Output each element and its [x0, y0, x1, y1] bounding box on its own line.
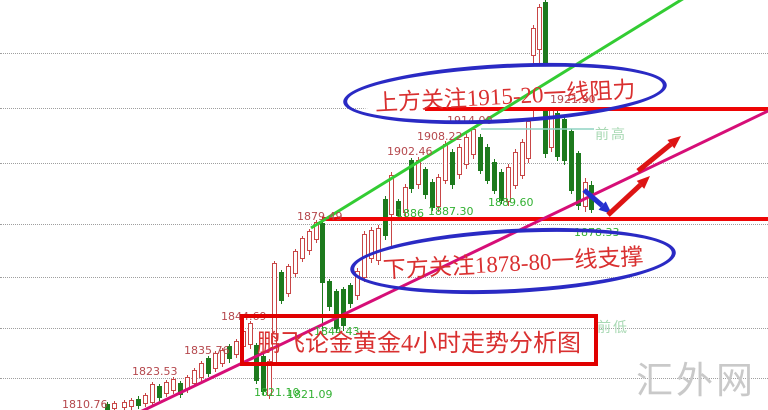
candle-body — [157, 386, 162, 398]
candle-body — [327, 281, 332, 307]
pullback-arrow-blue-head — [598, 201, 612, 214]
candle-body — [300, 238, 305, 259]
support-callout-ellipse: 下方关注1878-80一线支撑 — [348, 220, 678, 302]
candle-body — [443, 144, 448, 181]
resistance-callout-ellipse: 上方关注1915-20一线阻力 — [341, 55, 669, 132]
rally-arrow-red-2-head — [667, 136, 681, 149]
candle-body — [307, 231, 312, 251]
rally-arrow-red-1 — [606, 183, 643, 217]
candle-body — [583, 182, 588, 207]
candle-body — [485, 147, 490, 181]
price-label: 1810.76 — [62, 398, 108, 410]
price-label: 1889.60 — [488, 196, 534, 209]
candle-body — [436, 177, 441, 207]
price-label: 1823.53 — [132, 365, 178, 378]
candle-body — [185, 377, 190, 390]
candle-body — [234, 341, 239, 355]
candle-body — [531, 28, 536, 56]
candle-body — [513, 152, 518, 186]
candle-body — [589, 185, 594, 210]
candle-body — [423, 169, 428, 195]
gridline — [0, 53, 768, 54]
candle-body — [409, 160, 414, 189]
resistance-note: 上方关注1915-20一线阻力 — [374, 76, 636, 116]
candle-body — [136, 399, 141, 406]
candle-body — [199, 363, 204, 378]
rally-arrow-red-2 — [636, 142, 673, 173]
candle-body — [286, 266, 291, 294]
price-label: 1835.76 — [184, 344, 230, 357]
candle-body — [314, 222, 319, 240]
candle-body — [576, 153, 581, 206]
candle-body — [206, 358, 211, 374]
candle-body — [457, 147, 462, 175]
support-note: 下方关注1878-80一线支撑 — [382, 244, 644, 283]
candle-body — [450, 152, 455, 185]
candle-body — [293, 251, 298, 274]
candle-body — [526, 121, 531, 159]
candle-body — [171, 379, 176, 391]
candle-body — [492, 162, 497, 191]
rally-arrow-red-1-head — [636, 176, 650, 189]
candle-body — [562, 119, 567, 161]
support-line — [322, 217, 768, 221]
gridline — [0, 163, 768, 164]
price-label: 1886 — [396, 207, 424, 220]
candle-body — [178, 383, 183, 395]
candle-body — [569, 131, 574, 191]
candle-body — [279, 272, 284, 301]
candle-body — [164, 382, 169, 394]
candle-body — [478, 137, 483, 171]
prev-low-label: 前低 — [597, 320, 629, 336]
prev-high-label: 前高 — [595, 127, 627, 143]
analysis-title-box: 鹏飞论金黄金4小时走势分析图 — [240, 314, 598, 366]
candle-body — [416, 160, 421, 185]
price-label: 1879.49 — [297, 210, 343, 223]
candle-body — [192, 370, 197, 384]
candle-body — [150, 384, 155, 403]
analysis-title: 鹏飞论金黄金4小时走势分析图 — [257, 330, 581, 357]
candle-body — [537, 7, 542, 50]
candle-body — [520, 142, 525, 176]
candle-body — [555, 113, 560, 157]
price-label: 1908.22 — [417, 130, 463, 143]
candle-body — [129, 400, 134, 407]
watermark: 汇外网 — [636, 361, 756, 402]
price-label: 1902.46 — [387, 145, 433, 158]
candle-body — [464, 137, 469, 165]
price-label: 1887.30 — [428, 205, 474, 218]
candle-body — [112, 403, 117, 409]
candle-body — [143, 395, 148, 404]
candle-body — [389, 175, 394, 215]
candle-body — [348, 285, 353, 304]
candle-body — [471, 129, 476, 155]
price-label: 1821.09 — [287, 388, 333, 401]
candle-body — [320, 223, 325, 283]
candle-body — [122, 402, 127, 408]
